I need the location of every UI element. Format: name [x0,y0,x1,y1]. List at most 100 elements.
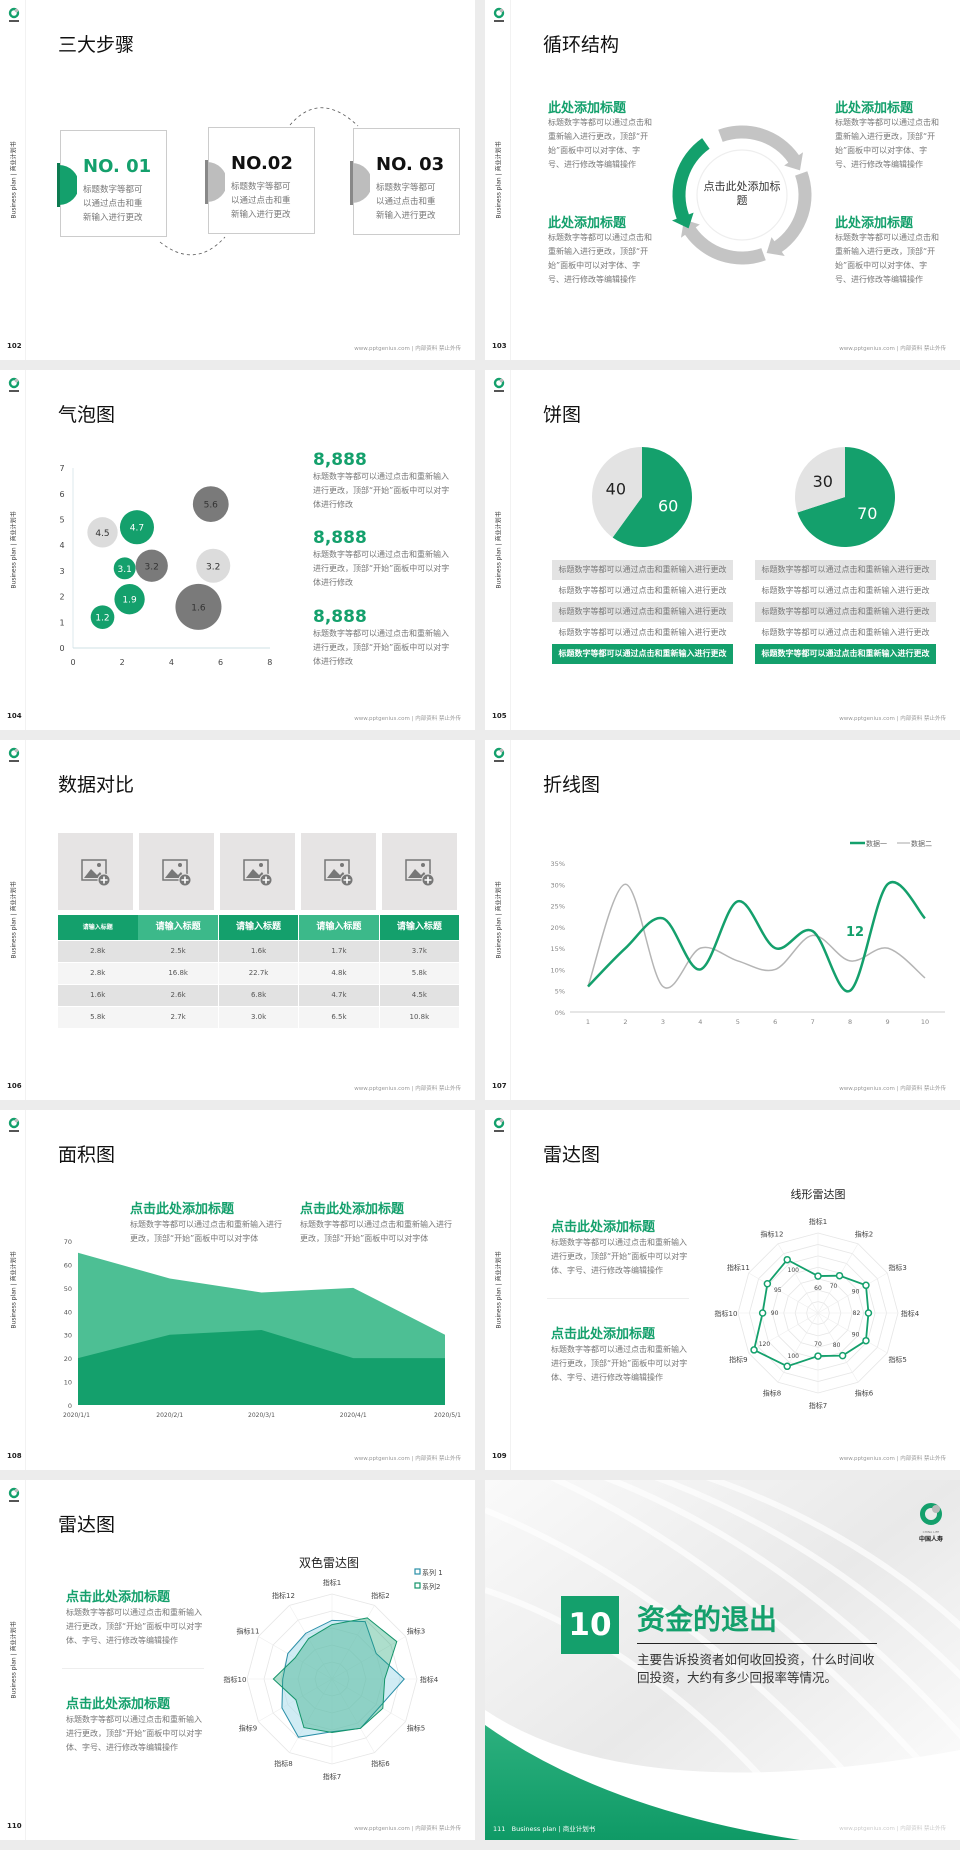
slide-102[interactable]: 三大步骤 Business plan | 商业计划书 102 www.pptgeni… [0,0,475,360]
logo-subtext: CHINA LIFE [922,1530,940,1534]
slide-109[interactable]: 雷达图 指标1 指标2 指标3 指标4 指标5 指标6 指标7 指标8 指标9 指标10 指标11 指… [485,1110,960,1470]
legend-label-2: 系列2 [422,1582,440,1591]
table-cell: 6.8k [218,985,299,1006]
pie-legend-row[interactable]: 标题数字等都可以通过点击和重新输入进行更改 [552,602,733,622]
series-line-1 [587,880,926,993]
bubble [119,510,154,545]
pie-legend-row[interactable]: 标题数字等都可以通过点击和重新输入进行更改 [552,581,733,601]
table-header-cell[interactable]: 请输入标题 [299,915,379,940]
image-placeholder[interactable] [139,833,214,910]
step-card[interactable] [353,128,460,235]
table-header-cell[interactable]: 请输入标题 [138,915,218,940]
bubble-label: 5.6 [204,501,219,511]
block-heading[interactable]: 此处添加标题 [835,101,914,116]
bubble-label: 1.6 [191,603,206,613]
add-image-icon[interactable] [243,859,273,887]
slide-108[interactable]: 面积图 0 10 20 30 40 50 60 70 2020/1/1 2020/2/1 2020/… [0,1110,475,1470]
image-placeholder[interactable] [220,833,295,910]
half-circle-icon [205,160,225,204]
table-cell: 1.7k [299,941,379,962]
block-heading[interactable]: 点击此处添加标题 [66,1590,171,1605]
add-image-icon[interactable] [81,859,111,887]
slide-111-section-cover[interactable]: CHINA LIFE 中国人寿 10 资金的退出 主要告诉投资者如何收回投资，什… [485,1480,960,1840]
radar-axis-label: 指标1 [323,1578,341,1587]
pie-legend-row[interactable]: 标题数字等都可以通过点击和重新输入进行更改 [755,581,936,601]
y-tick-label: 3 [59,567,64,576]
radar-axis-label: 指标12 [761,1229,784,1238]
x-tick-label: 2 [623,1018,627,1026]
table-header-cell[interactable]: 请输入标题 [58,915,138,940]
slide-106[interactable]: 数据对比 Business plan | 商业计划书 106 www.pptgeni… [0,740,475,1100]
block-heading[interactable]: 点击此处添加标题 [66,1697,171,1712]
sidebar [0,1110,26,1470]
step-card[interactable] [60,130,167,237]
block-heading[interactable]: 此处添加标题 [548,101,627,116]
block-text: 标题数字等都可以通过点击和重新输入进行更改，顶部“开始”面板中可以对字体、字号、… [66,1608,203,1645]
block-heading[interactable]: 点击此处添加标题 [130,1202,235,1217]
y-tick-label: 50 [64,1285,72,1293]
series-line-2 [587,883,926,989]
x-tick-label: 2 [120,658,125,667]
slide-110[interactable]: 雷达图 指标1 指标2 指标3 指标4 指标5 指标6 指标7 指标8 指标9 指标10 指标11 指… [0,1480,475,1840]
radar-point [862,1336,870,1345]
slide-105[interactable]: 饼图 60 40 70 30 Business plan | 商业计划书 105 www.… [485,370,960,730]
bubble-label: 1.2 [95,614,109,624]
image-placeholder[interactable] [301,833,376,910]
table-cell: 5.8k [58,1007,138,1028]
center-title[interactable]: 点击此处添加标题 [703,180,781,207]
x-tick-label: 2020/4/1 [340,1412,367,1419]
slide-104[interactable]: 气泡图 0 1 2 3 4 5 6 7 0 2 4 6 8 1.2 1.9 3.1 3.2 4.5 4.7 5.6 3.… [0,370,475,730]
add-image-icon[interactable] [162,859,192,887]
pie-legend-row[interactable]: 标题数字等都可以通过点击和重新输入进行更改 [552,623,733,643]
sidebar [0,740,26,1100]
image-placeholder[interactable] [58,833,133,910]
block-heading[interactable]: 点击此处添加标题 [551,1327,656,1342]
slide-107[interactable]: 折线图 0% 5% 10% 15% 20% 25% 30% 35% 1 2 3 4 5 6 7 8 9 10 数据一… [485,740,960,1100]
pie-charts: 60 40 70 30 [592,447,895,547]
block-text: 标题数字等都可以通过点击和重新输入进行更改，顶部“开始”面板中可以对字体、字号、… [548,118,652,169]
block-heading[interactable]: 点击此处添加标题 [300,1202,405,1217]
x-tick-label: 2020/5/1 [434,1412,461,1419]
pie-legend-row[interactable]: 标题数字等都可以通过点击和重新输入进行更改 [552,644,733,664]
area-series-2 [78,1330,445,1405]
radar-value-label: 120 [759,1341,771,1348]
y-tick-label: 2 [59,593,64,602]
add-image-icon[interactable] [405,859,435,887]
table-header-cell[interactable]: 请输入标题 [218,915,299,940]
pie-legend-row[interactable]: 标题数字等都可以通过点击和重新输入进行更改 [755,623,936,643]
radar-value-label: 90 [852,1288,860,1295]
area-chart: 0 10 20 30 40 50 60 70 2020/1/1 2020/2/1 2020/3/1 2… [63,1238,461,1419]
radar-spoke [748,1312,819,1354]
add-image-icon[interactable] [324,859,354,887]
block-text: 标题数字等都可以通过点击和重新输入进行更改，顶部“开始”面板中可以对字体、字号、… [551,1238,688,1275]
logo-ring-icon [920,1503,942,1525]
image-placeholder[interactable] [382,833,457,910]
table-header-cell[interactable]: 请输入标题 [379,915,460,940]
bubble [114,584,145,615]
bubble [175,583,222,630]
slide-title: 面积图 [58,1144,116,1166]
y-tick-label: 35% [551,860,565,868]
radar-axis-label: 指标8 [763,1389,781,1398]
y-tick-label: 7 [59,464,64,473]
slide-103[interactable]: 循环结构 点击此处添加标题 Business plan | 商业计划书 103 ww… [485,0,960,360]
pie-legend-row[interactable]: 标题数字等都可以通过点击和重新输入进行更改 [755,602,936,622]
block-heading[interactable]: 点击此处添加标题 [551,1220,656,1235]
pie-legend-row[interactable]: 标题数字等都可以通过点击和重新输入进行更改 [755,644,936,664]
pie-legend-row[interactable]: 标题数字等都可以通过点击和重新输入进行更改 [755,560,936,580]
footer-label: Business plan | 商业计划书 [511,1825,596,1833]
step-number: NO. 03 [376,154,445,175]
section-number: 10 [561,1596,619,1654]
pie-legend-row[interactable]: 标题数字等都可以通过点击和重新输入进行更改 [552,560,733,580]
bubble [196,548,231,583]
radar-axis-label: 指标9 [239,1724,257,1733]
block-heading[interactable]: 此处添加标题 [835,216,914,231]
legend-swatch-1 [414,1568,421,1575]
side-label: Business plan | 商业计划书 [495,881,503,959]
radar-point [814,1352,822,1360]
block-heading[interactable]: 此处添加标题 [548,216,627,231]
table-cell: 2.6k [138,985,218,1006]
radar-value-label: 100 [788,1353,800,1360]
bubble [87,517,118,548]
radar-axis-label: 指标2 [855,1229,873,1238]
